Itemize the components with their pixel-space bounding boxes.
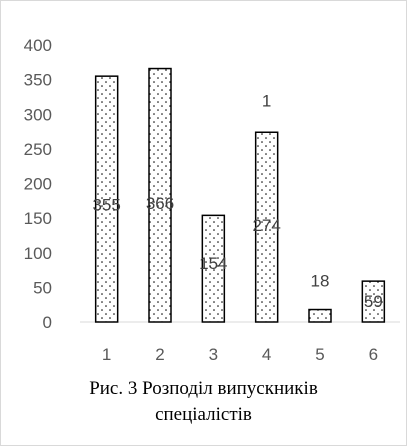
data-label: 366 <box>146 194 174 213</box>
y-tick-label: 0 <box>43 313 52 332</box>
x-tick-label: 5 <box>315 345 324 364</box>
x-tick-label: 3 <box>209 345 218 364</box>
bar-6 <box>361 280 386 323</box>
data-label: 18 <box>311 271 330 290</box>
x-tick-label: 1 <box>102 345 111 364</box>
x-tick-label: 2 <box>155 345 164 364</box>
bar-4 <box>254 131 279 323</box>
data-labels: 355 366 154 274 18 59 <box>92 194 382 311</box>
y-tick-label: 200 <box>24 175 52 194</box>
chart-caption-line2: спеціалістів <box>155 404 252 425</box>
data-label: 274 <box>252 216 280 235</box>
y-tick-label: 50 <box>33 278 52 297</box>
bar-3 <box>201 214 226 323</box>
y-tick-label: 100 <box>24 244 52 263</box>
x-tick-label: 4 <box>262 345 271 364</box>
chart-caption-line1: Рис. 3 Розподіл випускників <box>89 378 318 399</box>
bar-5 <box>308 308 332 323</box>
y-tick-label: 300 <box>24 105 52 124</box>
bar-2 <box>148 67 172 323</box>
data-label: 59 <box>364 292 383 311</box>
bar-1 <box>94 75 119 323</box>
y-tick-label: 350 <box>24 71 52 90</box>
data-label: 355 <box>92 195 120 214</box>
y-tick-label: 150 <box>24 209 52 228</box>
extra-annotation: 1 <box>262 91 271 110</box>
y-tick-label: 250 <box>24 140 52 159</box>
data-label: 154 <box>199 254 227 273</box>
x-tick-label: 6 <box>369 345 378 364</box>
y-tick-label: 400 <box>24 36 52 55</box>
x-axis-ticks: 1 2 3 4 5 6 <box>102 345 378 364</box>
bars <box>94 67 386 323</box>
y-axis-ticks: 0 50 100 150 200 250 300 350 400 <box>24 36 52 332</box>
